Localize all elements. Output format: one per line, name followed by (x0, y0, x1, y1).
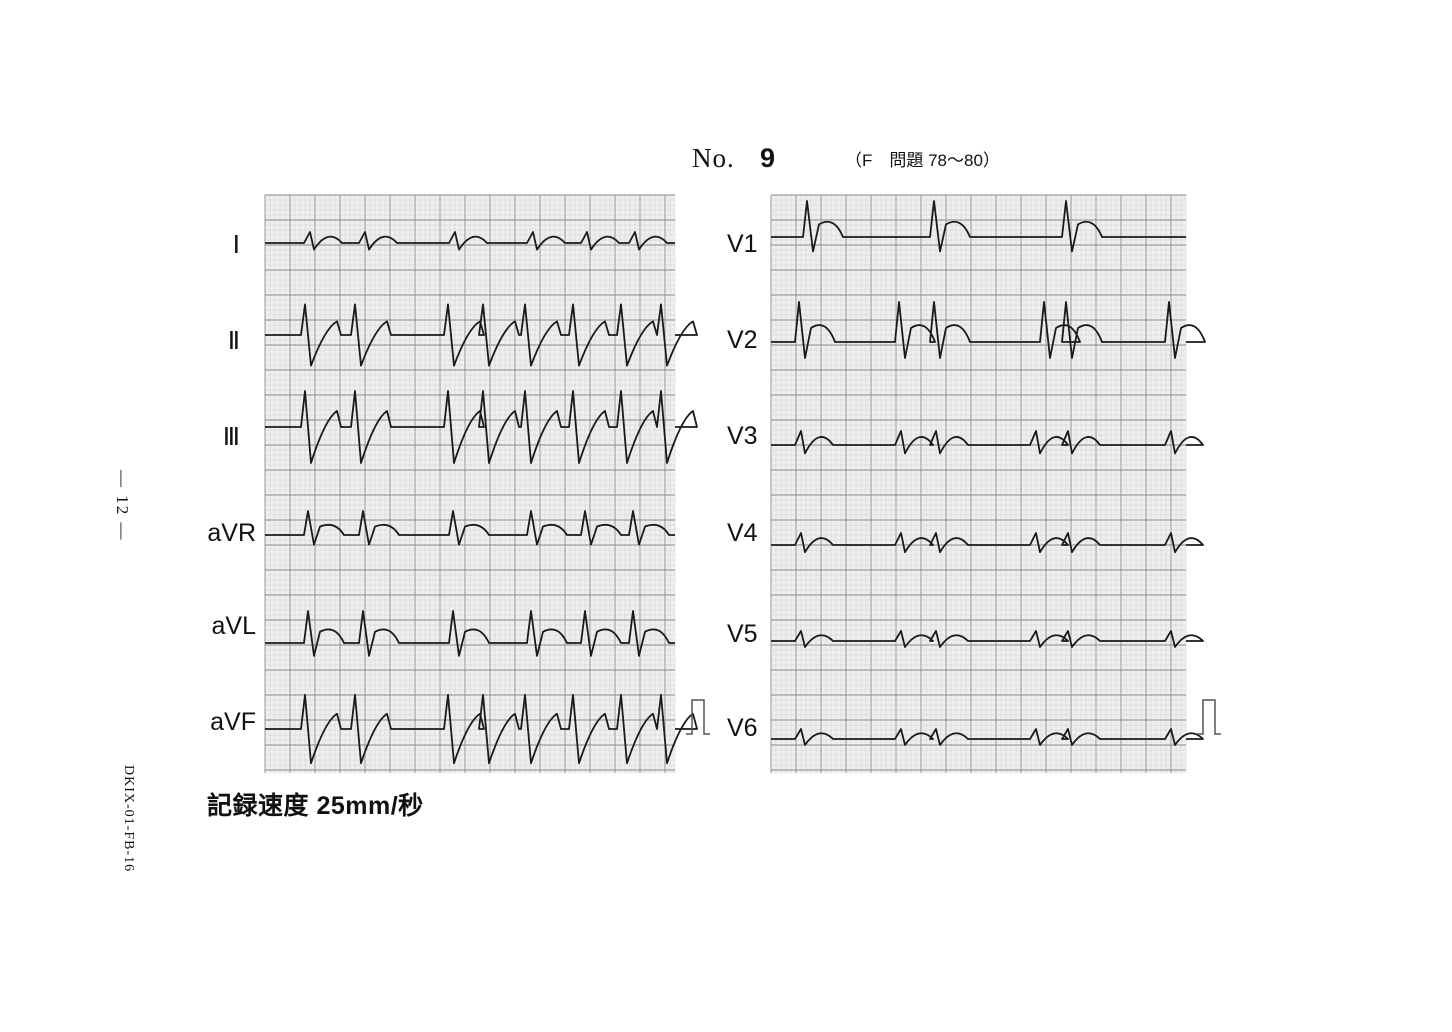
trace-lead-V1 (771, 200, 1186, 253)
trace-lead-II (265, 303, 698, 367)
trace-lead-aVR (265, 510, 675, 546)
trace-lead-aVL (265, 610, 675, 657)
trace-lead-I (265, 231, 675, 251)
lead-label-III: Ⅲ (222, 423, 240, 451)
record-number: 9 (760, 143, 776, 173)
trace-lead-V2 (771, 301, 1206, 359)
lead-label-II: Ⅱ (227, 327, 240, 355)
lead-label-aVR: aVR (207, 519, 256, 547)
lead-label-V4: V4 (727, 519, 758, 547)
document-code: DKIX-01-FB-16 (121, 765, 136, 873)
page-number: — 12 — (113, 470, 132, 542)
lead-label-V1: V1 (727, 230, 758, 258)
record-number-label: No. (692, 143, 735, 173)
ecg-strip-chest-leads (770, 194, 1206, 773)
lead-label-aVF: aVF (210, 708, 256, 736)
grid-lines (770, 194, 1187, 773)
trace-lead-V4 (771, 532, 1204, 554)
lead-label-V6: V6 (727, 714, 758, 742)
grid-background (771, 195, 1186, 773)
trace-lead-V5 (771, 630, 1204, 648)
trace-lead-V3 (771, 430, 1204, 455)
lead-label-I: Ⅰ (232, 231, 240, 259)
calibration-pulse-limb (686, 699, 710, 735)
lead-label-V5: V5 (727, 620, 758, 648)
recording-speed: 記録速度 25mm/秒 (207, 792, 424, 820)
lead-label-aVL: aVL (211, 612, 256, 640)
trace-lead-V6 (771, 728, 1204, 746)
trace-lead-III (265, 390, 698, 464)
lead-label-V3: V3 (727, 422, 758, 450)
calibration-pulse-chest (1197, 699, 1221, 735)
lead-label-V2: V2 (727, 326, 758, 354)
question-reference: （F 問題 78〜80） (845, 151, 1000, 170)
trace-lead-aVF (265, 693, 698, 765)
ecg-strip-limb-leads (264, 194, 698, 773)
grid-lines (264, 194, 676, 773)
